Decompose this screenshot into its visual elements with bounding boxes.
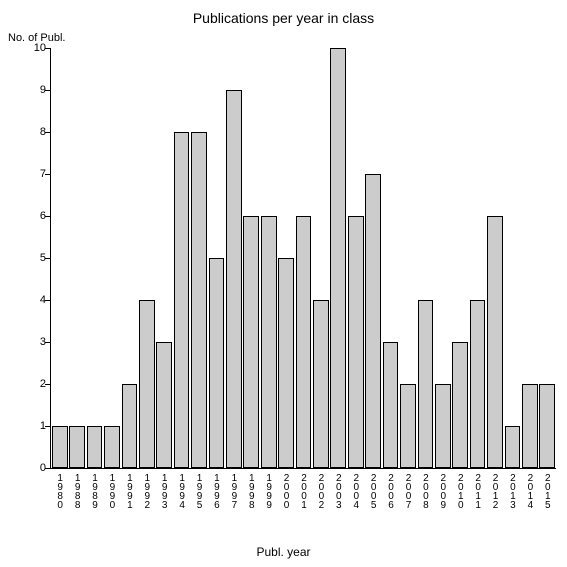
bar	[122, 384, 138, 468]
y-tick-label: 7	[26, 168, 46, 180]
bar	[452, 342, 468, 468]
y-tick-label: 10	[26, 42, 46, 54]
bar	[330, 48, 346, 468]
x-tick-label: 2000	[281, 473, 291, 509]
x-tick-label: 2003	[333, 473, 343, 509]
y-tick-label: 0	[26, 462, 46, 474]
x-tick-label: 1999	[264, 473, 274, 509]
x-tick-label: 1989	[90, 473, 100, 509]
x-tick-label: 1996	[211, 473, 221, 509]
x-tick-label: 2005	[368, 473, 378, 509]
x-tick-label: 1998	[246, 473, 256, 509]
x-tick-label: 2011	[473, 473, 483, 509]
y-tick-label: 3	[26, 336, 46, 348]
bar	[261, 216, 277, 468]
x-tick-label: 2001	[299, 473, 309, 509]
bar	[365, 174, 381, 468]
x-tick-label: 2013	[507, 473, 517, 509]
y-tick-label: 9	[26, 84, 46, 96]
bar	[209, 258, 225, 468]
chart-title: Publications per year in class	[0, 10, 567, 26]
x-tick-label: 2009	[438, 473, 448, 509]
bar	[87, 426, 103, 468]
y-tick-label: 2	[26, 378, 46, 390]
x-tick-label: 2010	[455, 473, 465, 509]
bar	[104, 426, 120, 468]
bar	[278, 258, 294, 468]
y-tick-label: 8	[26, 126, 46, 138]
bar	[52, 426, 68, 468]
y-tick-label: 5	[26, 252, 46, 264]
bar	[539, 384, 555, 468]
x-tick-label: 1997	[229, 473, 239, 509]
x-tick-label: 2002	[316, 473, 326, 509]
y-tick-label: 4	[26, 294, 46, 306]
bar	[139, 300, 155, 468]
x-tick-label: 1993	[159, 473, 169, 509]
x-axis-label: Publ. year	[0, 545, 567, 559]
bar	[156, 342, 172, 468]
bar	[296, 216, 312, 468]
x-tick-label: 1988	[72, 473, 82, 509]
x-tick-label: 2007	[403, 473, 413, 509]
bar	[348, 216, 364, 468]
bar	[226, 90, 242, 468]
x-tick-label: 1994	[177, 473, 187, 509]
bar	[313, 300, 329, 468]
bar	[174, 132, 190, 468]
bar	[505, 426, 521, 468]
bar	[435, 384, 451, 468]
x-tick-label: 1980	[55, 473, 65, 509]
bar	[243, 216, 259, 468]
x-tick-label: 2008	[420, 473, 430, 509]
bar	[191, 132, 207, 468]
y-tick-label: 6	[26, 210, 46, 222]
bar	[470, 300, 486, 468]
y-tick-label: 1	[26, 420, 46, 432]
x-tick-label: 2006	[386, 473, 396, 509]
x-tick-label: 1990	[107, 473, 117, 509]
x-tick-label: 2014	[525, 473, 535, 509]
x-tick-label: 1995	[194, 473, 204, 509]
x-tick-label: 2015	[542, 473, 552, 509]
x-tick-label: 2012	[490, 473, 500, 509]
bar	[487, 216, 503, 468]
x-tick-label: 1992	[142, 473, 152, 509]
bar	[418, 300, 434, 468]
x-tick-label: 2004	[351, 473, 361, 509]
bar	[400, 384, 416, 468]
bar	[522, 384, 538, 468]
bar	[69, 426, 85, 468]
plot-area: 0123456789101980198819891990199119921993…	[50, 48, 556, 469]
bar	[383, 342, 399, 468]
publications-bar-chart: Publications per year in class No. of Pu…	[0, 0, 567, 567]
x-tick-label: 1991	[124, 473, 134, 509]
